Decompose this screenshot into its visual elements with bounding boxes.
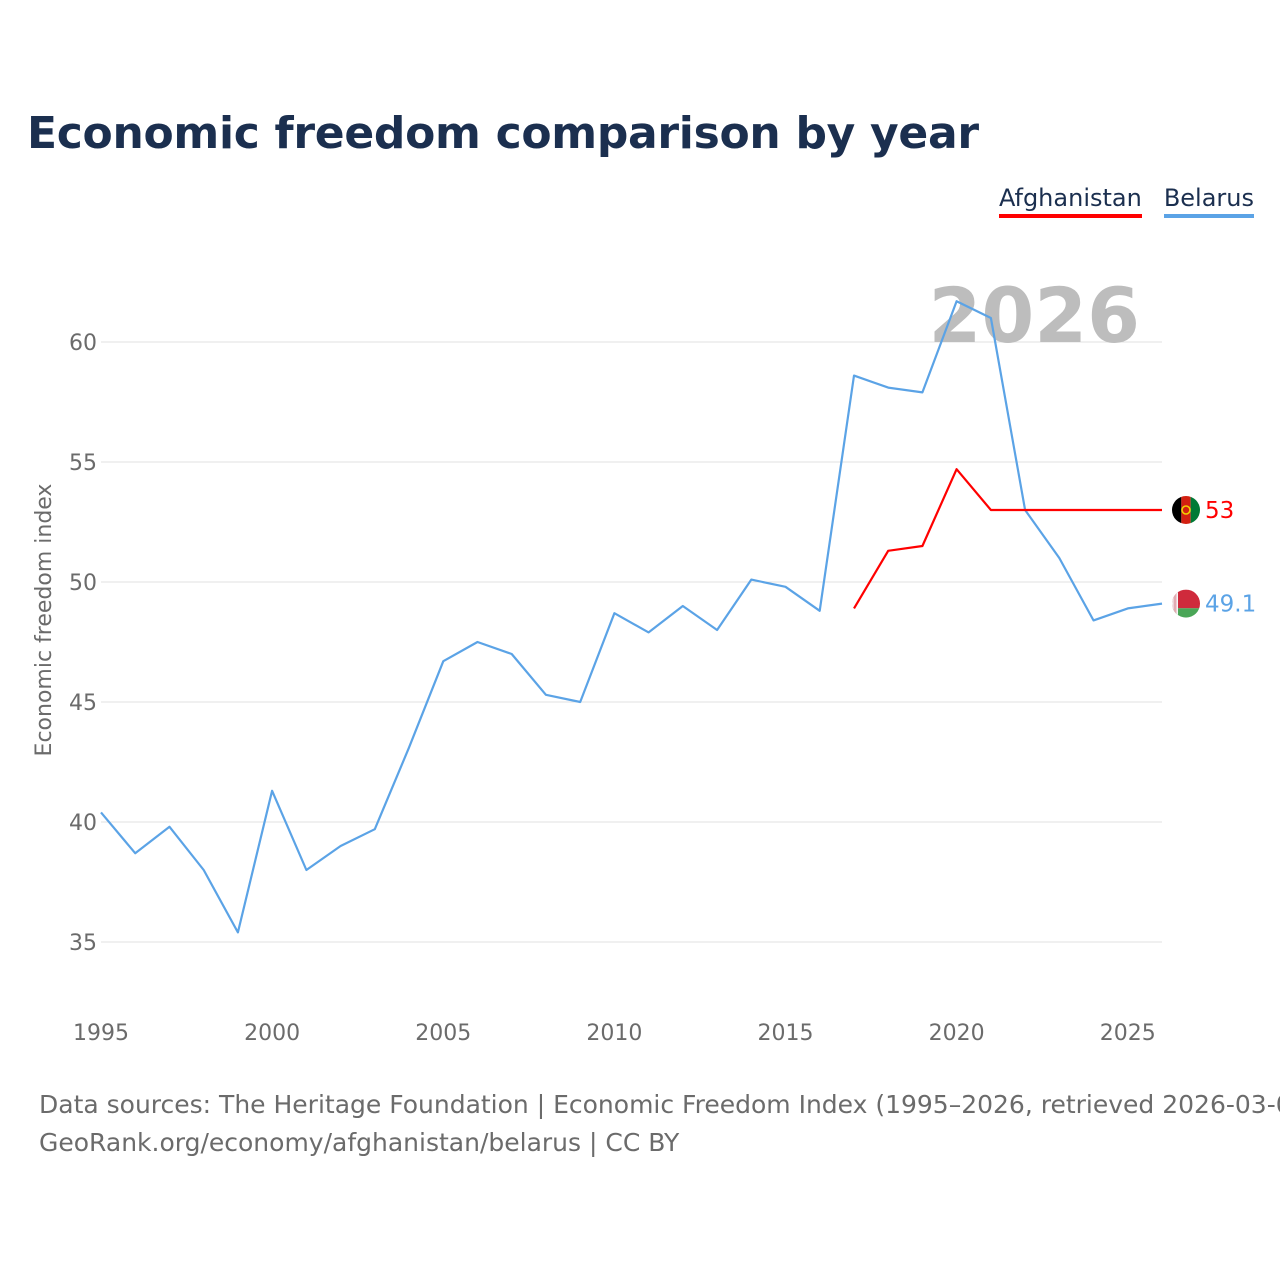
- x-tick-label: 1995: [73, 1021, 129, 1046]
- legend: Afghanistan Belarus: [998, 184, 1254, 218]
- series-line-belarus: [100, 300, 1163, 934]
- credit-link[interactable]: GeoRank.org/economy/afghanistan/belarus …: [39, 1128, 680, 1157]
- data-sources: Data sources: The Heritage Foundation | …: [39, 1090, 1280, 1119]
- y-tick-label: 35: [69, 931, 97, 956]
- y-axis-title: Economic freedom index: [32, 484, 57, 757]
- x-tick-label: 2025: [1100, 1021, 1156, 1046]
- x-tick-label: 2000: [244, 1021, 300, 1046]
- y-tick-label: 55: [69, 451, 97, 476]
- x-tick-label: 2010: [586, 1021, 642, 1046]
- chart-footer: Data sources: The Heritage Foundation | …: [39, 1086, 1280, 1162]
- y-tick-label: 60: [69, 331, 97, 356]
- flag-ornament: [1173, 589, 1177, 618]
- series-line-afghanistan: [853, 468, 1162, 609]
- line-chart: 35 40 45 50 55 60 1995 2000 2005 2010 2015 2020 2025…: [32, 271, 1256, 1046]
- legend-item-belarus[interactable]: Belarus: [1163, 184, 1254, 218]
- y-tick-label: 50: [69, 571, 97, 596]
- flag-stripe-black: [1172, 496, 1182, 524]
- year-watermark: 2026: [928, 271, 1140, 360]
- end-value-label-belarus: 49.1: [1205, 592, 1256, 618]
- flag-stripes: [1172, 589, 1200, 618]
- x-tick-label: 2005: [415, 1021, 471, 1046]
- afghanistan-flag: [1172, 496, 1200, 524]
- legend-item-afghanistan[interactable]: Afghanistan: [998, 184, 1142, 218]
- chart-title: Economic freedom comparison by year: [27, 108, 979, 159]
- x-tick-label: 2015: [758, 1021, 814, 1046]
- flag-stripes: [1172, 496, 1200, 524]
- flag-emblem: [1181, 505, 1191, 515]
- flag-stripe-red: [1181, 496, 1191, 524]
- flag-stripe-red: [1172, 589, 1200, 609]
- flag-stripe-green: [1172, 608, 1200, 618]
- belarus-flag: [1172, 589, 1200, 618]
- end-value-label-afghanistan: 53: [1205, 498, 1234, 524]
- x-tick-label: 2020: [929, 1021, 985, 1046]
- y-tick-label: 45: [69, 691, 97, 716]
- flag-stripe-green: [1190, 496, 1200, 524]
- y-tick-label: 40: [69, 811, 97, 836]
